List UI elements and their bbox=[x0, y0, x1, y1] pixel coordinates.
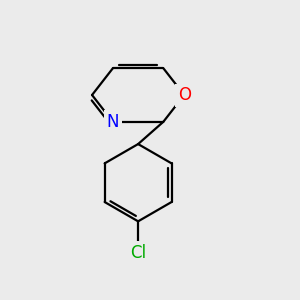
Text: N: N bbox=[106, 113, 119, 131]
Text: O: O bbox=[178, 86, 191, 104]
Text: Cl: Cl bbox=[130, 244, 146, 262]
